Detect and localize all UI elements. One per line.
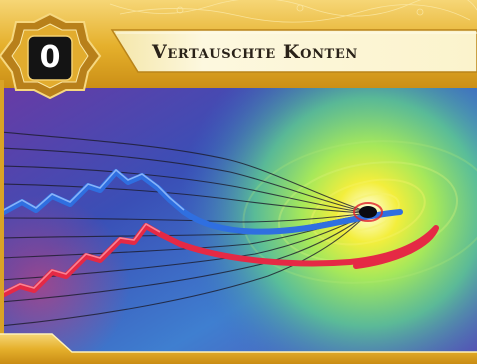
cost-badge (27, 35, 73, 81)
title-banner (110, 29, 477, 73)
frame-pattern (109, 0, 477, 23)
card-title: Vertauschte Konten (152, 41, 358, 63)
cost-indicator: 0 (28, 36, 72, 80)
cost-value: 0 (39, 40, 61, 75)
left-frame (0, 80, 4, 364)
cost-badge-frame (0, 12, 102, 100)
blue-chart-line (4, 169, 403, 235)
red-chart-line (4, 223, 439, 299)
black-hole (359, 206, 377, 218)
bottom-frame (0, 334, 477, 364)
